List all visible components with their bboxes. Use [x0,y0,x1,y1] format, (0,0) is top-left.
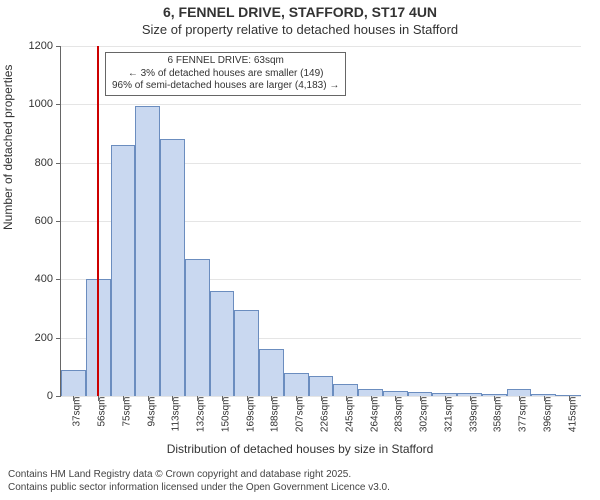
x-tick-label: 56sqm [97,397,108,427]
chart-title: 6, FENNEL DRIVE, STAFFORD, ST17 4UN [0,4,600,20]
footer-line-2: Contains public sector information licen… [8,482,390,495]
x-tick-label: 377sqm [518,397,529,433]
y-tick-label: 200 [13,332,53,344]
histogram-bar [210,291,235,396]
gridline [61,46,581,47]
x-tick-label: 321sqm [443,397,454,433]
x-tick-label: 132sqm [196,397,207,433]
y-tick-label: 1200 [13,40,53,52]
x-tick-label: 264sqm [369,397,380,433]
y-axis-label: Number of detached properties [1,65,15,230]
x-tick-label: 169sqm [245,397,256,433]
x-tick-label: 415sqm [567,397,578,433]
x-tick-label: 245sqm [344,397,355,433]
x-tick-label: 396sqm [542,397,553,433]
footer-attribution: Contains HM Land Registry data © Crown c… [8,469,390,494]
x-tick-label: 75sqm [121,397,132,427]
annotation-line-1: 6 FENNEL DRIVE: 63sqm [112,55,339,68]
x-tick-label: 283sqm [394,397,405,433]
annotation-line-3: 96% of semi-detached houses are larger (… [112,80,339,93]
x-tick-label: 150sqm [220,397,231,433]
x-tick-label: 113sqm [171,397,182,432]
y-tick-mark [56,46,61,47]
histogram-bar [185,259,210,396]
y-tick-label: 400 [13,273,53,285]
x-tick-label: 226sqm [320,397,331,433]
x-tick-label: 302sqm [419,397,430,433]
histogram-bar [111,145,136,396]
y-tick-mark [56,279,61,280]
plot-area: 02004006008001000120037sqm56sqm75sqm94sq… [60,46,581,397]
x-tick-label: 94sqm [146,397,157,427]
histogram-bar [160,139,185,396]
histogram-bar [259,349,284,396]
y-tick-mark [56,338,61,339]
annotation-box: 6 FENNEL DRIVE: 63sqm← 3% of detached ho… [105,52,346,96]
histogram-bar [333,384,358,396]
y-tick-mark [56,104,61,105]
x-tick-label: 358sqm [493,397,504,433]
y-tick-mark [56,221,61,222]
annotation-line-2: ← 3% of detached houses are smaller (149… [112,68,339,81]
histogram-bar [61,370,86,396]
chart-subtitle: Size of property relative to detached ho… [0,22,600,37]
y-tick-label: 600 [13,215,53,227]
histogram-bar [135,106,160,396]
histogram-bar [234,310,259,396]
y-tick-label: 800 [13,157,53,169]
y-tick-label: 0 [13,390,53,402]
x-axis-label: Distribution of detached houses by size … [0,442,600,456]
histogram-bar [309,376,334,396]
histogram-bar [284,373,309,396]
histogram-bar [358,389,383,396]
y-tick-label: 1000 [13,98,53,110]
chart-container: 6, FENNEL DRIVE, STAFFORD, ST17 4UN Size… [0,0,600,500]
x-tick-label: 207sqm [295,397,306,433]
y-tick-mark [56,396,61,397]
y-tick-mark [56,163,61,164]
histogram-bar [507,389,532,396]
property-marker-line [97,46,99,396]
footer-line-1: Contains HM Land Registry data © Crown c… [8,469,390,482]
x-tick-label: 188sqm [270,397,281,433]
x-tick-label: 37sqm [72,397,83,427]
x-tick-label: 339sqm [468,397,479,433]
